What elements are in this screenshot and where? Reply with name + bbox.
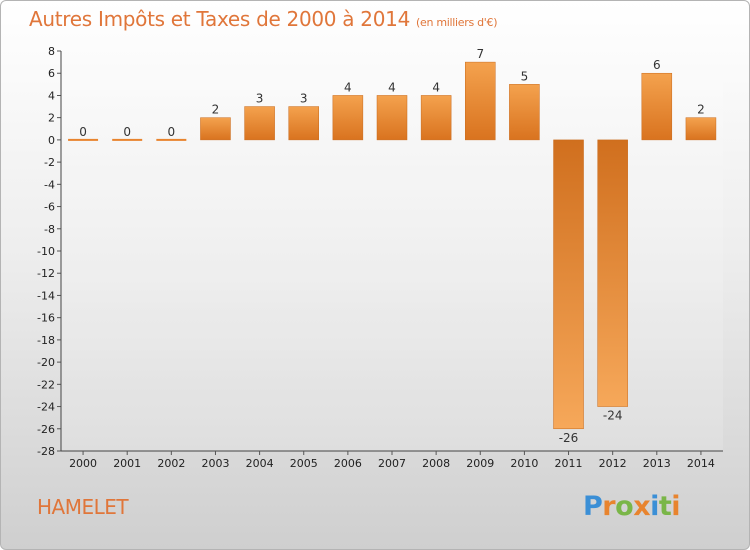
x-tick-label: 2007 [378,457,406,470]
data-label: 5 [521,69,529,83]
bar [332,95,364,141]
y-tick-label: 8 [48,45,55,58]
bar [553,139,584,430]
chart-title: Autres Impôts et Taxes de 2000 à 2014 (en… [29,7,497,31]
logo-letter: o [615,491,634,522]
x-tick-label: 2002 [157,457,185,470]
bar [509,84,540,141]
y-tick-label: -16 [37,312,55,325]
y-tick-label: 0 [48,134,55,147]
x-tick-label: 2008 [422,457,450,470]
bar [465,61,496,141]
bar [685,117,717,141]
bar [597,139,628,407]
data-label: 0 [168,125,176,139]
y-tick-label: -28 [37,445,55,458]
y-tick-label: 4 [48,89,55,102]
x-tick-label: 2004 [246,457,274,470]
y-tick-label: -12 [37,267,55,280]
y-tick-label: -20 [37,356,55,369]
x-tick-label: 2005 [290,457,318,470]
y-tick-label: 2 [48,112,55,125]
y-tick-label: 6 [48,67,55,80]
bar [68,138,99,141]
bar [376,95,408,141]
y-tick-label: -26 [37,423,55,436]
data-label: -24 [603,409,623,423]
x-tick-label: 2003 [201,457,229,470]
y-tick-label: -8 [44,223,55,236]
logo-letter: t [658,491,672,522]
bar [112,138,143,141]
data-label: 2 [697,103,705,117]
y-tick-label: -4 [44,178,55,191]
data-label: 4 [388,80,396,94]
logo-letter: x [633,491,651,522]
y-tick-label: -14 [37,289,55,302]
bar [156,138,187,141]
y-tick-label: -6 [44,201,55,214]
bar [244,106,275,141]
x-tick-label: 2013 [643,457,671,470]
x-tick-label: 2014 [687,457,715,470]
bar [420,95,452,141]
y-tick-label: -10 [37,245,55,258]
data-label: 6 [653,58,661,72]
y-tick-label: -24 [37,401,55,414]
data-label: 4 [344,80,352,94]
logo-letter: P [583,491,603,522]
data-label: 7 [476,47,484,61]
chart-subtitle: (en milliers d'€) [416,16,498,29]
place-name: HAMELET [37,495,129,519]
x-tick-label: 2009 [466,457,494,470]
data-label: 3 [256,92,264,106]
logo-letter: i [671,491,681,522]
data-label: 0 [123,125,131,139]
y-tick-label: -22 [37,378,55,391]
y-tick-label: -2 [44,156,55,169]
y-tick-label: -18 [37,334,55,347]
data-label: 0 [79,125,87,139]
chart-title-text: Autres Impôts et Taxes de 2000 à 2014 [29,7,410,31]
logo-letter: r [602,491,616,522]
data-label: 2 [212,103,220,117]
data-label: -26 [559,431,579,445]
x-tick-label: 2001 [113,457,141,470]
bar [200,117,231,141]
logo-letter: i [650,491,659,522]
x-tick-label: 2011 [555,457,583,470]
data-label: 3 [300,92,308,106]
x-tick-label: 2000 [69,457,97,470]
x-tick-label: 2012 [599,457,627,470]
x-tick-label: 2006 [334,457,362,470]
bar [288,106,319,141]
bar [641,72,673,141]
data-label: 4 [432,80,440,94]
x-tick-label: 2010 [510,457,538,470]
proxiti-logo: Proxiti [583,491,681,522]
